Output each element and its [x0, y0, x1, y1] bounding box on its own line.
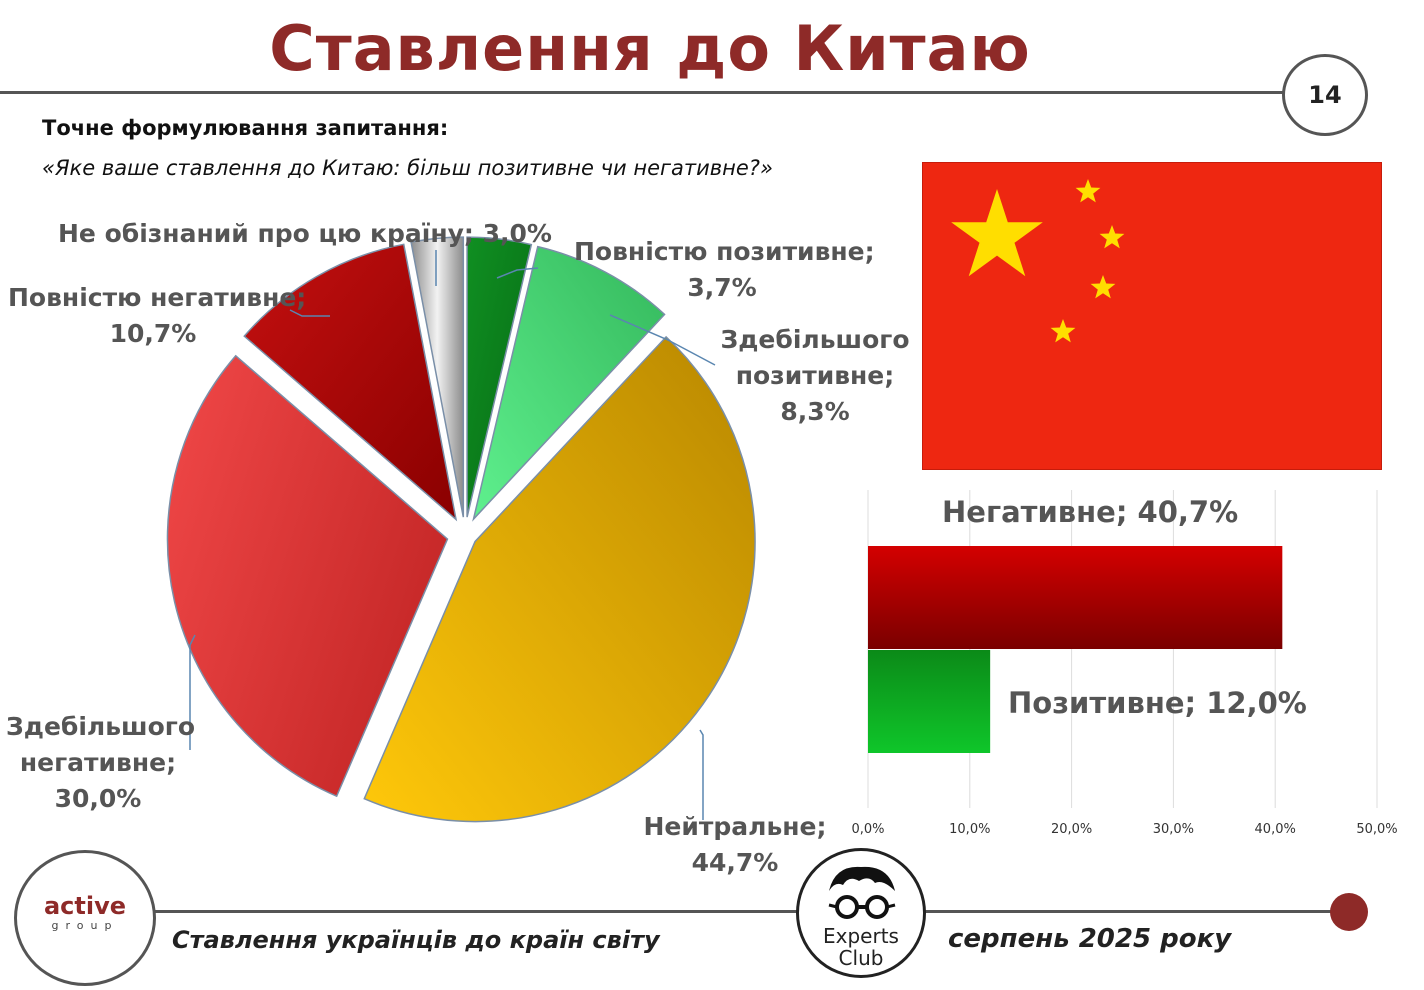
pie-slice-mostly-negative: [166, 354, 449, 798]
pie-label-text: Нейтральне;: [643, 812, 827, 841]
question-text: «Яке ваше ставлення до Китаю: більш пози…: [42, 156, 773, 180]
pie-slice-neutral: [363, 335, 756, 823]
pie-chart: [166, 236, 756, 823]
decorative-dot: [1330, 893, 1368, 931]
pie-label-value: 8,3%: [780, 397, 850, 426]
pie-label-neutral: Нейтральне; 44,7%: [640, 809, 830, 881]
flag-small-star-4: [1050, 319, 1076, 343]
pie-leader-line: [496, 267, 539, 279]
pie-label-value: 3,7%: [687, 273, 757, 302]
footer-divider: [150, 910, 1350, 913]
glasses-face-icon: [828, 866, 896, 919]
bar-label-negative: Негативне; 40,7%: [942, 495, 1239, 529]
experts-logo-line2: Club: [838, 946, 884, 970]
active-logo-text: active: [43, 892, 127, 920]
bar-label-positive: Позитивне; 12,0%: [1008, 686, 1307, 720]
pie-leader-line: [609, 314, 716, 366]
bar-negative: [868, 546, 1283, 649]
bar-tick-label: 20,0%: [1051, 822, 1092, 837]
page-title: Ставлення до Китаю: [269, 12, 1031, 85]
pie-slice-full-positive: [466, 236, 533, 518]
pie-label-mostly-negative: Здебільшого негативне; 30,0%: [6, 709, 196, 817]
pie-label-value: 44,7%: [691, 848, 779, 877]
experts-club-logo: Experts Club: [796, 848, 926, 978]
pie-slice-unaware: [410, 236, 465, 518]
pie-label-value: 10,7%: [109, 319, 197, 348]
pie-label-unaware: Не обізнаний про цю країну; 3,0%: [58, 216, 552, 252]
pie-label-text: Повністю негативне;: [8, 283, 307, 312]
bar-tick-label: 10,0%: [949, 822, 990, 837]
active-group-logo: active group: [14, 850, 156, 986]
pie-leader-line: [189, 634, 196, 750]
pie-leader-line: [289, 309, 330, 317]
bar-positive: [868, 650, 991, 753]
flag-small-star-2: [1099, 225, 1125, 249]
footer-date: серпень 2025 року: [948, 924, 1232, 954]
header-divider: [0, 91, 1285, 94]
bar-tick-label: 0,0%: [851, 822, 884, 837]
pie-label-value: 30,0%: [54, 784, 142, 813]
pie-slice-mostly-positive: [472, 245, 666, 522]
flag-stars: [951, 179, 1125, 343]
page-number: 14: [1282, 54, 1368, 136]
pie-label-full-negative: Повністю негативне; 10,7%: [8, 280, 307, 352]
pie-label-text: Не обізнаний про цю країну; 3,0%: [58, 219, 552, 248]
pie-label-text: Здебільшого: [720, 325, 910, 354]
experts-logo-text: Experts Club: [799, 925, 923, 969]
china-flag: [922, 162, 1382, 470]
pie-label-text: Повністю позитивне;: [574, 237, 875, 266]
bar-chart: 0,0% 10,0% 20,0% 30,0% 40,0% 50,0%: [851, 490, 1398, 837]
pie-label-full-positive: Повністю позитивне; 3,7%: [574, 234, 875, 306]
footer-subject: Ставлення українців до країн світу: [172, 926, 660, 954]
pie-label-text: позитивне;: [735, 361, 895, 390]
pie-label-text: Здебільшого: [6, 712, 196, 741]
pie-label-mostly-positive: Здебільшого позитивне; 8,3%: [720, 322, 910, 430]
flag-small-star-1: [1075, 179, 1101, 203]
bar-tick-label: 30,0%: [1153, 822, 1194, 837]
question-label: Точне формулювання запитання:: [42, 116, 449, 140]
pie-label-text: негативне;: [19, 748, 177, 777]
pie-leader-line: [699, 729, 704, 820]
flag-small-star-3: [1090, 275, 1116, 299]
bar-tick-label: 50,0%: [1356, 822, 1397, 837]
bar-tick-label: 40,0%: [1255, 822, 1296, 837]
active-logo-subtext: group: [51, 919, 119, 932]
flag-big-star: [951, 189, 1043, 277]
experts-logo-line1: Experts: [823, 924, 899, 948]
